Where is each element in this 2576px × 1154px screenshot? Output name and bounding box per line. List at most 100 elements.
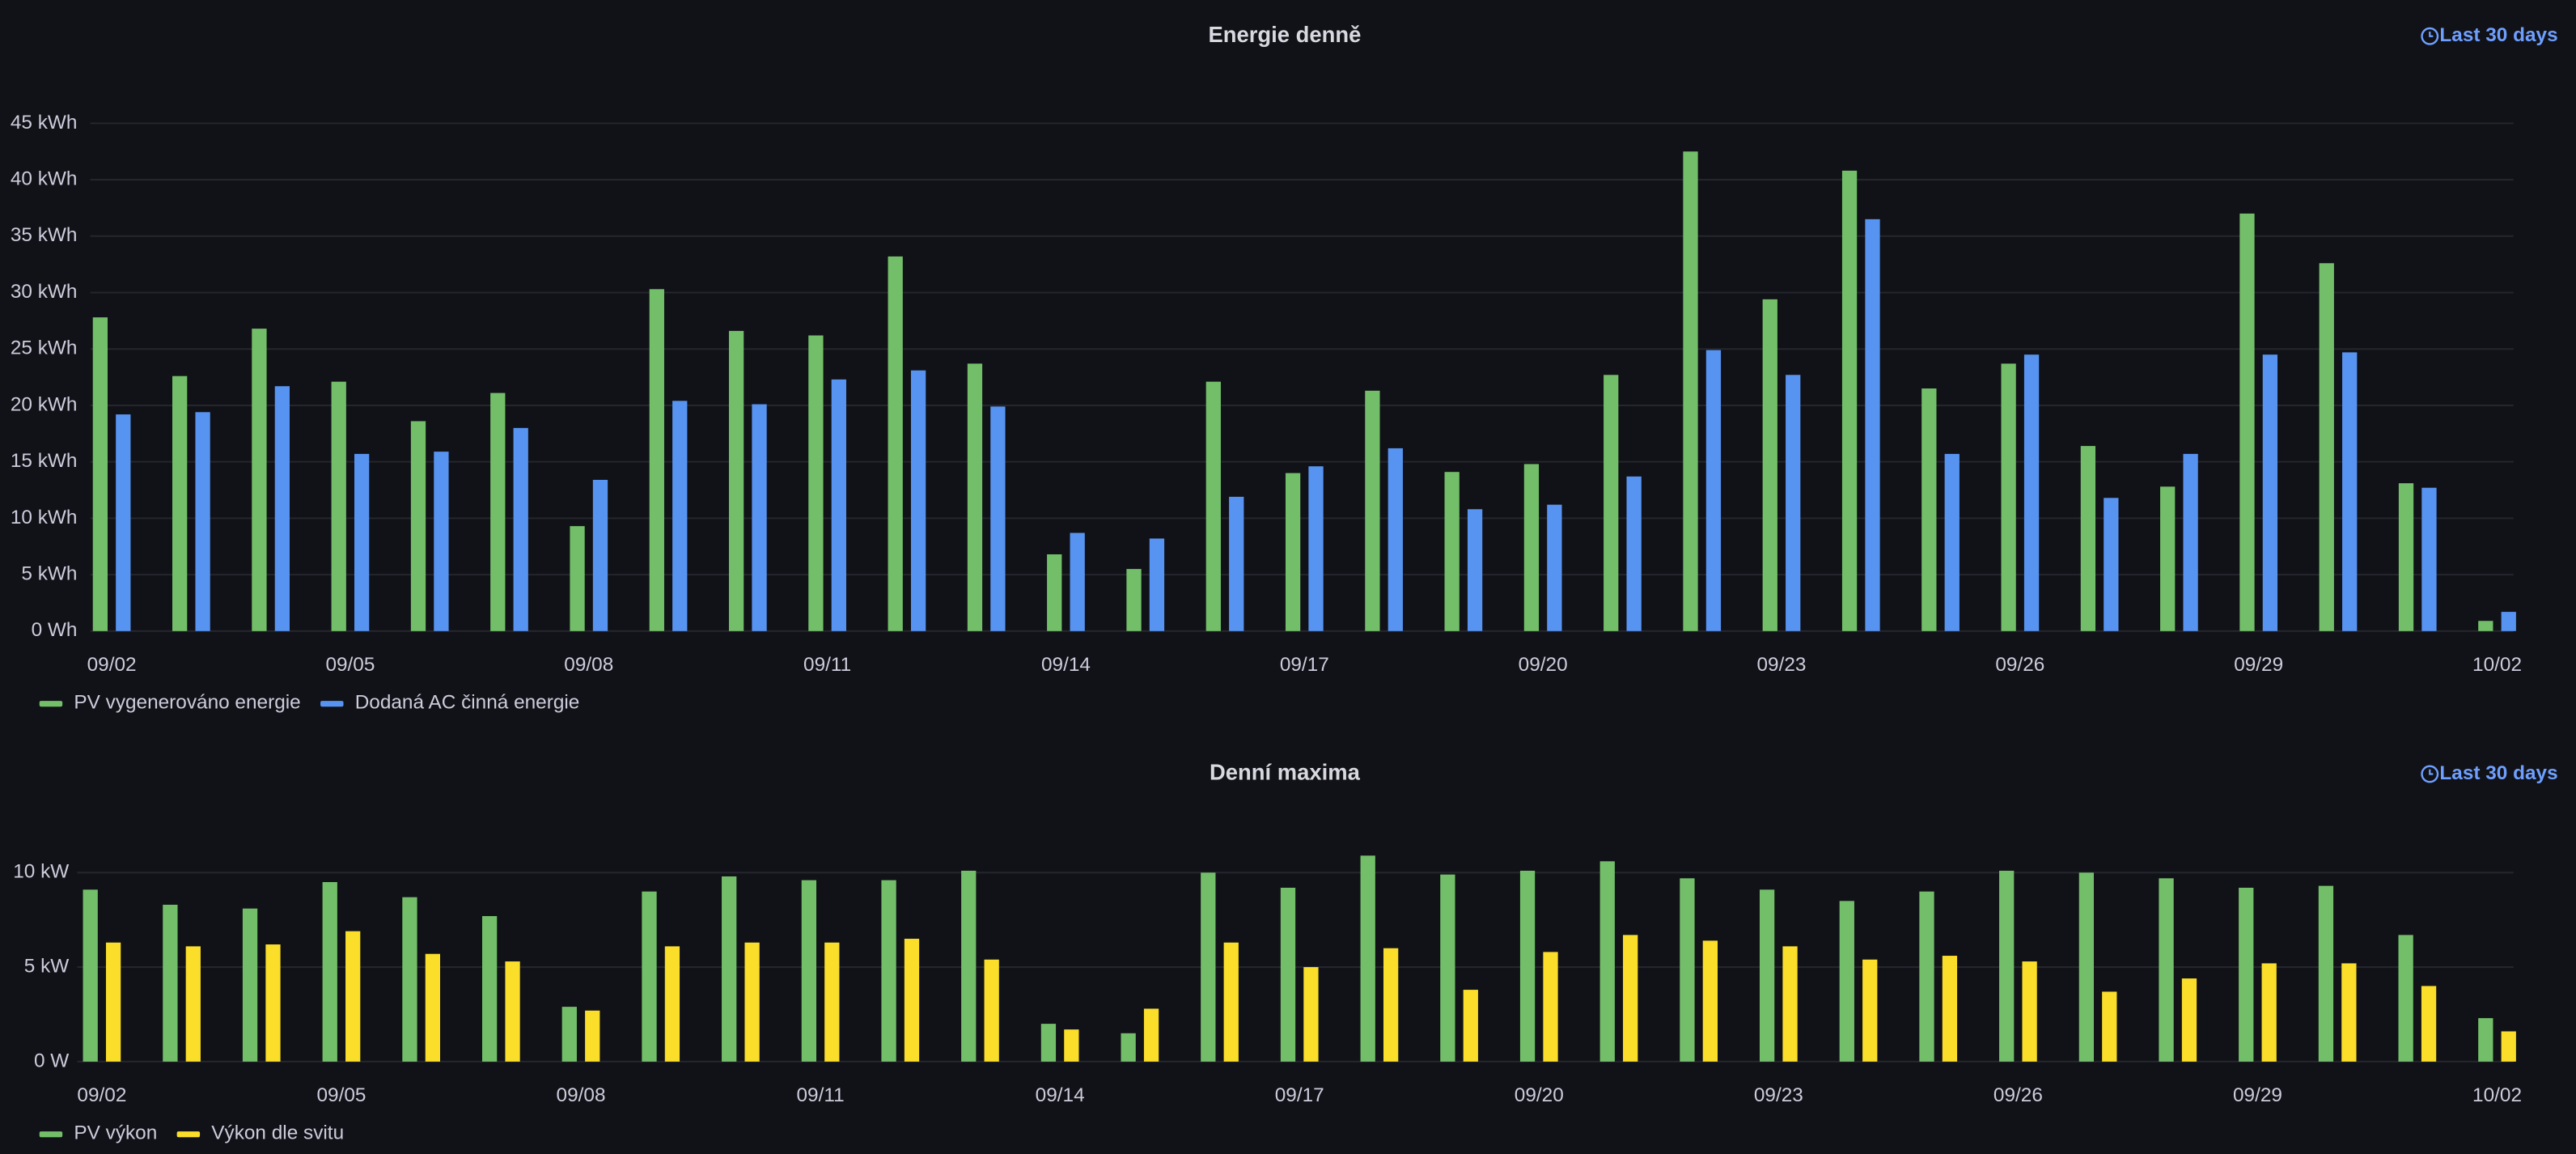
- bar: [2421, 487, 2437, 631]
- bar: [2478, 1018, 2493, 1062]
- bar: [1759, 889, 1775, 1062]
- bar: [331, 381, 346, 631]
- legend-item[interactable]: PV vygenerováno energie: [39, 692, 301, 714]
- x-tick-label: 09/17: [1275, 1084, 1324, 1106]
- clock-hands: [2429, 32, 2434, 37]
- bar: [1070, 532, 1085, 631]
- bar: [888, 256, 903, 631]
- bar: [2478, 621, 2493, 631]
- bar: [904, 939, 920, 1062]
- legend-label[interactable]: Výkon dle svitu: [211, 1122, 344, 1144]
- bar: [752, 404, 767, 631]
- x-tick-label: 10/02: [2472, 1084, 2522, 1106]
- bar: [1626, 476, 1642, 631]
- bar: [1865, 218, 1880, 631]
- bar: [2501, 1031, 2516, 1062]
- x-tick-label: 09/29: [2233, 1084, 2282, 1106]
- bar: [1919, 891, 1934, 1062]
- bar: [672, 401, 688, 631]
- bar: [1523, 464, 1540, 631]
- bar: [2183, 453, 2198, 631]
- bar: [910, 370, 926, 631]
- legend-swatch: [39, 1131, 63, 1138]
- bar: [881, 880, 896, 1062]
- x-tick-label: 09/02: [87, 654, 137, 676]
- legend-label[interactable]: PV vygenerováno energie: [74, 692, 300, 714]
- time-range[interactable]: Last 30 days: [2439, 762, 2557, 784]
- y-tick-label: 5 kW: [24, 956, 69, 978]
- bar: [744, 942, 760, 1062]
- bar: [1841, 170, 1858, 631]
- bar: [490, 392, 506, 631]
- y-tick-label: 45 kWh: [11, 112, 78, 134]
- bar: [92, 317, 108, 631]
- bar: [2078, 872, 2095, 1062]
- bar: [172, 375, 188, 631]
- bar: [513, 427, 528, 631]
- x-tick-label: 09/02: [77, 1084, 126, 1106]
- bar: [1229, 496, 1244, 631]
- bar: [1121, 1033, 1136, 1062]
- bar: [345, 931, 361, 1062]
- bar: [2398, 483, 2414, 631]
- bar: [83, 889, 98, 1062]
- legend-swatch: [320, 701, 344, 707]
- bar: [1047, 554, 1062, 631]
- panel-title: Denní maxima: [1210, 760, 1361, 785]
- bar: [1862, 959, 1878, 1062]
- bar: [1064, 1029, 1079, 1062]
- bar: [1680, 878, 1695, 1062]
- bar: [585, 1010, 600, 1062]
- y-tick-label: 10 kW: [13, 861, 69, 883]
- legend-label[interactable]: Dodaná AC činná energie: [355, 692, 580, 714]
- bar: [2023, 354, 2040, 631]
- legend-label[interactable]: PV výkon: [74, 1122, 157, 1144]
- bar: [1365, 390, 1380, 631]
- bar: [2318, 885, 2334, 1062]
- y-tick-label: 0 Wh: [32, 619, 78, 641]
- legend-item[interactable]: Výkon dle svitu: [176, 1122, 344, 1144]
- bar: [2421, 986, 2437, 1062]
- bar: [1126, 569, 1142, 631]
- bar: [322, 881, 337, 1062]
- bar: [801, 880, 817, 1062]
- bar: [1519, 870, 1536, 1062]
- x-tick-label: 09/14: [1036, 1084, 1085, 1106]
- bar: [1440, 874, 1455, 1062]
- bar: [1463, 990, 1478, 1062]
- bar: [722, 876, 737, 1062]
- y-tick-label: 10 kWh: [11, 507, 78, 528]
- bar: [505, 961, 520, 1062]
- bar: [1942, 956, 1958, 1062]
- bar: [990, 406, 1006, 631]
- bar: [1303, 967, 1319, 1062]
- bar: [1599, 861, 1615, 1062]
- bar: [1683, 151, 1698, 631]
- time-range-link[interactable]: Last 30 days: [2421, 24, 2558, 46]
- x-tick-label: 09/20: [1515, 1084, 1564, 1106]
- time-range[interactable]: Last 30 days: [2439, 24, 2557, 46]
- bar: [2159, 878, 2174, 1062]
- panel-title: Energie denně: [1209, 22, 1362, 47]
- bar: [1143, 1008, 1159, 1062]
- bar: [1149, 538, 1165, 631]
- bar: [1280, 887, 1296, 1062]
- y-tick-label: 35 kWh: [11, 224, 78, 246]
- bar: [2261, 963, 2277, 1062]
- y-tick-label: 30 kWh: [11, 281, 78, 303]
- bar: [2341, 963, 2357, 1062]
- time-range-link[interactable]: Last 30 days: [2421, 762, 2558, 784]
- legend-item[interactable]: PV výkon: [39, 1122, 158, 1144]
- bar: [1040, 1024, 1057, 1062]
- legend-item[interactable]: Dodaná AC činná energie: [320, 692, 579, 714]
- bar: [2001, 363, 2016, 631]
- bar: [1702, 940, 1718, 1062]
- bar: [242, 908, 258, 1062]
- bar: [824, 942, 840, 1062]
- bar: [1604, 375, 1619, 631]
- x-tick-label: 09/26: [1993, 1084, 2043, 1106]
- bar: [1543, 952, 1558, 1062]
- bar: [2239, 887, 2254, 1062]
- bar: [642, 891, 657, 1062]
- legend-swatch: [39, 701, 63, 707]
